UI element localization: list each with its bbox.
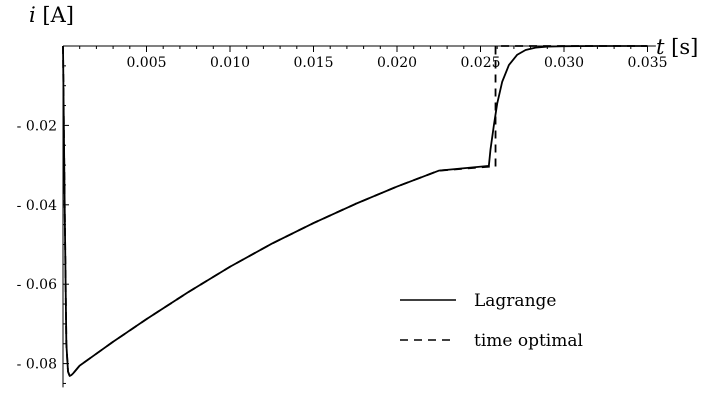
x-tick-label: 0.015 bbox=[293, 55, 333, 71]
y-tick-label: - 0.04 bbox=[17, 198, 57, 214]
series-layer bbox=[62, 45, 648, 377]
series-line-lagrange bbox=[62, 45, 648, 377]
x-tick-label: 0.030 bbox=[544, 55, 584, 71]
y-tick-label: - 0.02 bbox=[17, 118, 57, 134]
y-tick-label: - 0.06 bbox=[17, 277, 57, 293]
legend: Lagrange time optimal bbox=[400, 291, 583, 351]
x-tick-label: 0.010 bbox=[210, 55, 250, 71]
label-layer: i [A] t [s] bbox=[29, 3, 698, 59]
x-tick-label: 0.025 bbox=[460, 55, 500, 71]
axes-layer: 0.005 0.010 0.015 0.020 0.025 0.030 0.035 - 0.0… bbox=[17, 45, 668, 388]
y-tick-label: - 0.08 bbox=[17, 357, 57, 373]
legend-label-time-optimal: time optimal bbox=[474, 331, 583, 351]
x-tick-label: 0.035 bbox=[627, 55, 667, 71]
series-line-time-optimal bbox=[62, 45, 648, 377]
x-tick-label: 0.020 bbox=[377, 55, 417, 71]
x-tick-label: 0.005 bbox=[126, 55, 166, 71]
y-axis-title: i [A] bbox=[29, 3, 74, 27]
legend-label-lagrange: Lagrange bbox=[474, 291, 556, 311]
x-axis-title: t [s] bbox=[656, 35, 698, 59]
